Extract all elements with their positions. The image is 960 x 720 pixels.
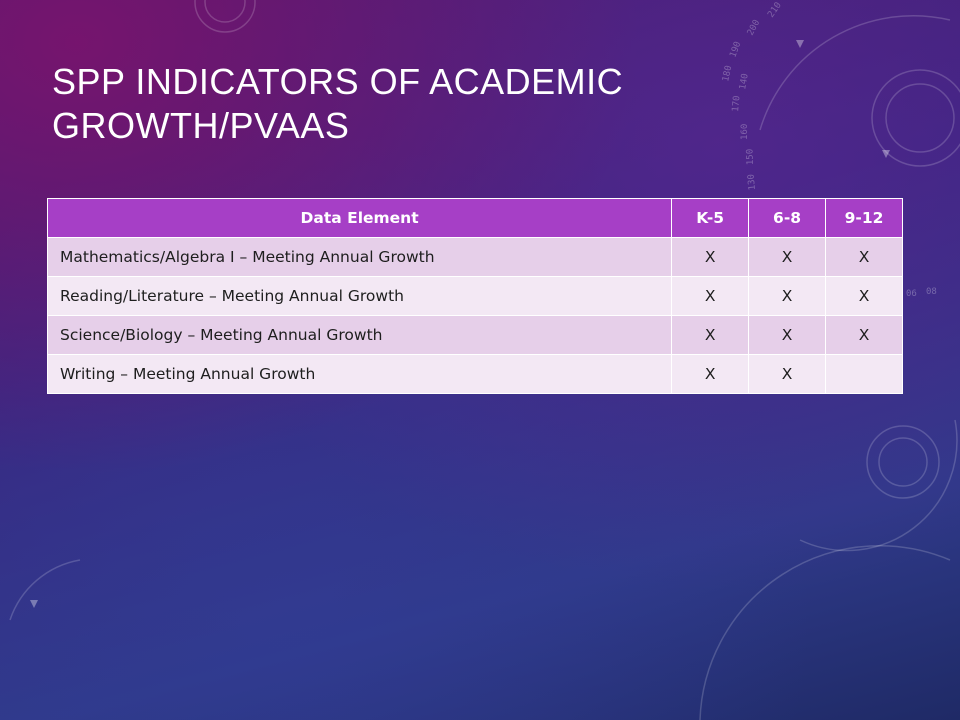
indicators-table: Data Element K-5 6-8 9-12 Mathematics/Al… — [46, 198, 903, 394]
decor-triangle — [796, 40, 804, 48]
column-header-k5: K-5 — [671, 198, 750, 238]
decor-ring — [194, 0, 256, 33]
decor-ring — [885, 83, 955, 153]
grade-6-8-cell: X — [748, 276, 827, 316]
grade-9-12-cell — [825, 354, 903, 394]
decor-ring — [871, 69, 960, 167]
column-header-6-8: 6-8 — [748, 198, 827, 238]
k5-cell: X — [671, 276, 750, 316]
column-header-data-element: Data Element — [46, 198, 673, 238]
data-element-cell: Science/Biology – Meeting Annual Growth — [46, 315, 673, 355]
decor-number: 08 — [926, 287, 937, 297]
decor-number: 210 — [766, 1, 784, 20]
data-element-cell: Writing – Meeting Annual Growth — [46, 354, 673, 394]
column-header-9-12: 9-12 — [825, 198, 903, 238]
decor-number: 190 — [728, 40, 743, 59]
page-title-line-1: SPP INDICATORS OF ACADEMIC — [52, 61, 624, 102]
grade-9-12-cell: X — [825, 237, 903, 277]
table-row: Writing – Meeting Annual Growth X X — [46, 354, 903, 394]
k5-cell: X — [671, 315, 750, 355]
decor-number: 06 — [906, 289, 917, 299]
table-header-row: Data Element K-5 6-8 9-12 — [46, 198, 903, 238]
decor-number: 200 — [746, 18, 762, 37]
page-title-line-2: GROWTH/PVAAS — [52, 105, 350, 146]
decor-ring — [878, 437, 928, 487]
grade-6-8-cell: X — [748, 237, 827, 277]
grade-9-12-cell: X — [825, 315, 903, 355]
decor-arc — [759, 15, 951, 131]
decor-arc — [799, 419, 958, 552]
k5-cell: X — [671, 237, 750, 277]
page-title: SPP INDICATORS OF ACADEMIC GROWTH/PVAAS — [52, 60, 752, 148]
decor-ring — [866, 425, 940, 499]
grade-6-8-cell: X — [748, 354, 827, 394]
decor-arc — [9, 559, 81, 621]
k5-cell: X — [671, 354, 750, 394]
decor-triangle — [30, 600, 38, 608]
decor-number: 130 — [747, 174, 758, 191]
data-element-cell: Mathematics/Algebra I – Meeting Annual G… — [46, 237, 673, 277]
decor-ring — [204, 0, 246, 23]
table-row: Mathematics/Algebra I – Meeting Annual G… — [46, 237, 903, 277]
grade-9-12-cell: X — [825, 276, 903, 316]
decor-number: 150 — [745, 149, 756, 166]
table-row: Science/Biology – Meeting Annual Growth … — [46, 315, 903, 355]
decor-triangle — [882, 150, 890, 158]
table-row: Reading/Literature – Meeting Annual Grow… — [46, 276, 903, 316]
decor-arc — [699, 545, 951, 720]
grade-6-8-cell: X — [748, 315, 827, 355]
data-element-cell: Reading/Literature – Meeting Annual Grow… — [46, 276, 673, 316]
